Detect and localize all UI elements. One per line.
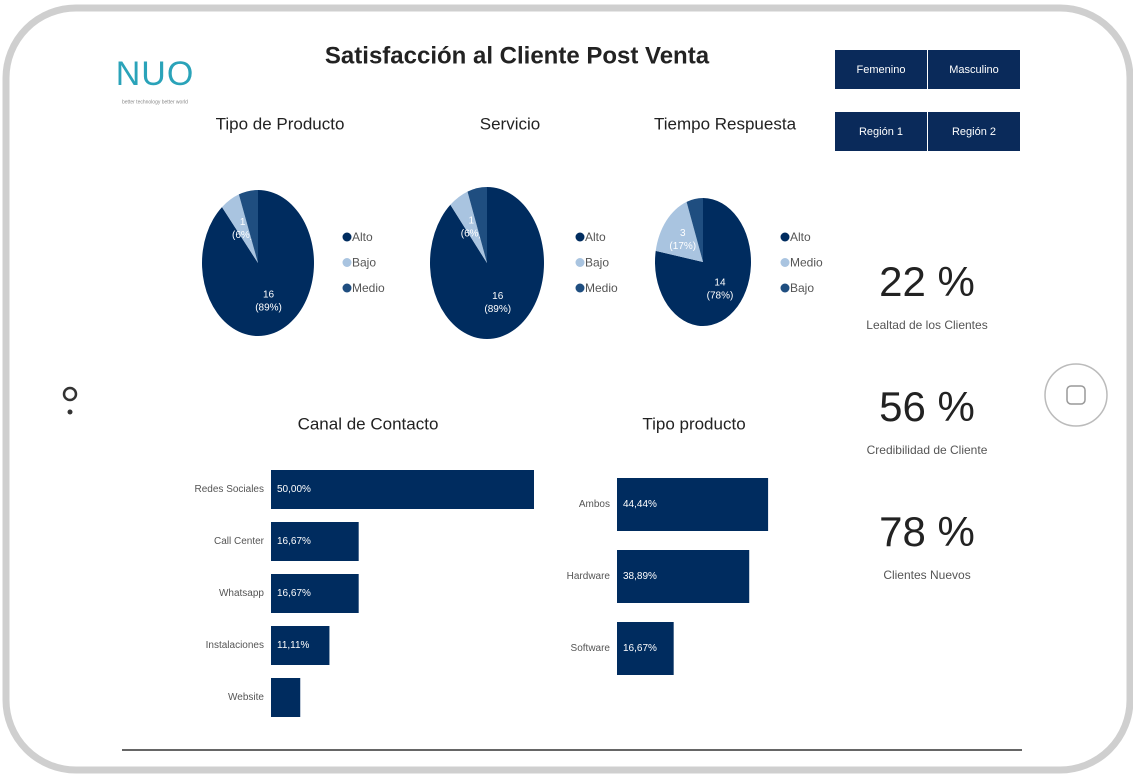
category-label: Call Center [214, 536, 265, 547]
filter-button-label[interactable]: Región 1 [859, 126, 903, 138]
camera [62, 386, 78, 402]
slice-count: 1 [240, 217, 246, 228]
legend-dot [342, 232, 352, 242]
pie-slice [686, 198, 703, 262]
legend-dot [780, 283, 790, 293]
pie-slice [655, 201, 703, 262]
legend-dot [575, 258, 585, 267]
slice-percent: (89%) [255, 302, 282, 313]
filter-button[interactable] [835, 112, 927, 151]
slice-percent: (17%) [669, 241, 696, 252]
chart-title: Tiempo Respuesta [654, 114, 797, 133]
value-label: 16,67% [277, 536, 311, 547]
legend-dot [342, 283, 352, 293]
bar [271, 470, 534, 509]
slice-percent: (89%) [484, 304, 511, 315]
legend-dot [575, 283, 585, 293]
bar [271, 678, 301, 717]
value-label: 11,11% [277, 640, 310, 651]
bar [271, 522, 359, 561]
value-label: 50,00% [277, 484, 311, 495]
pie-slice [238, 190, 258, 263]
filter-button[interactable] [835, 50, 927, 89]
value-label: 38,89% [623, 571, 657, 582]
category-label: Ambos [579, 499, 610, 510]
kpi-label: Credibilidad de Cliente [867, 443, 988, 457]
value-label: 16,67% [623, 643, 657, 654]
legend-label: Alto [790, 230, 811, 244]
kpi-value: 22 % [879, 258, 975, 305]
legend-label: Alto [585, 230, 606, 244]
home-button[interactable] [1044, 363, 1108, 427]
category-label: Whatsapp [219, 588, 264, 599]
chart-title: Tipo de Producto [216, 114, 345, 133]
bar [617, 550, 750, 603]
kpi-label: Clientes Nuevos [883, 568, 970, 582]
slice-count: 16 [263, 289, 275, 300]
legend-dot [575, 232, 585, 242]
legend-label: Bajo [790, 281, 814, 295]
slice-percent: (78%) [707, 291, 734, 302]
dashboard-title: Satisfacción al Cliente Post Venta [325, 42, 710, 69]
pie-slice [222, 194, 258, 263]
legend-label: Bajo [352, 256, 376, 270]
category-label: Redes Sociales [195, 484, 264, 495]
category-label: Software [571, 643, 611, 654]
legend-dot [342, 258, 352, 267]
slice-count: 16 [492, 291, 504, 302]
filter-button-label[interactable]: Femenino [857, 64, 906, 76]
legend-label: Medio [585, 281, 618, 295]
value-label: 16,67% [277, 588, 311, 599]
legend-dot [780, 232, 790, 242]
legend-label: Bajo [585, 256, 609, 270]
legend-label: Medio [790, 256, 823, 270]
chart-title: Tipo producto [642, 414, 745, 433]
value-label: 44,44% [623, 499, 657, 510]
slice-count: 14 [714, 278, 726, 289]
tagline: better technology better world [122, 99, 188, 105]
kpi-value: 56 % [879, 383, 975, 430]
category-label: Website [228, 692, 264, 703]
sensor [67, 409, 73, 415]
filter-button-label[interactable]: Masculino [949, 64, 999, 76]
home-icon [1066, 385, 1086, 405]
pie-slice [467, 187, 487, 263]
filter-button[interactable] [928, 50, 1020, 89]
category-label: Instalaciones [206, 640, 264, 651]
logo: NUO [116, 55, 195, 93]
chart-title: Canal de Contacto [298, 414, 439, 433]
filter-button-label[interactable]: Región 2 [952, 126, 996, 138]
kpi-value: 78 % [879, 508, 975, 555]
chart-title: Servicio [480, 114, 540, 133]
filter-button[interactable] [928, 112, 1020, 151]
bar [271, 626, 330, 665]
bar [617, 622, 674, 675]
slice-percent: (6%) [232, 230, 253, 241]
bar [271, 574, 359, 613]
slice-percent: (6%) [461, 228, 482, 239]
kpi-label: Lealtad de los Clientes [866, 318, 987, 332]
legend-label: Alto [352, 230, 373, 244]
slice-count: 3 [680, 228, 686, 239]
pie-slice [450, 191, 487, 263]
bar [617, 478, 769, 531]
legend-label: Medio [352, 281, 385, 295]
category-label: Hardware [567, 571, 611, 582]
slice-count: 1 [469, 215, 475, 226]
legend-dot [780, 258, 790, 267]
